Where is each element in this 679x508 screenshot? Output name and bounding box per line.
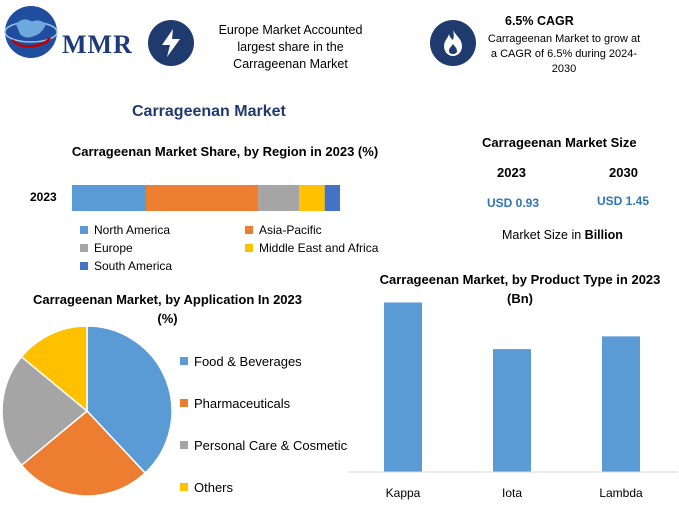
market-size-title: Carrageenan Market Size (482, 135, 637, 150)
europe-share-text: Europe Market Accounted largest share in… (218, 23, 363, 71)
legend-swatch (180, 399, 188, 407)
legend-item-others: Others (180, 466, 370, 508)
legend-swatch (180, 441, 188, 449)
globe-icon (4, 6, 58, 58)
product-chart-title: Carrageenan Market, by Product Type in 2… (379, 272, 661, 306)
legend-item-europe: Europe (80, 239, 245, 257)
region-bar-europe (258, 185, 300, 211)
legend-swatch (80, 244, 88, 252)
region-bar-north-america (72, 185, 147, 211)
legend-item-food-beverages: Food & Beverages (180, 340, 370, 382)
legend-item-pharmaceuticals: Pharmaceuticals (180, 382, 370, 424)
product-bar-kappa (384, 302, 422, 472)
region-bar-middle-east-and-africa (299, 185, 325, 211)
region-stacked-bar-chart (72, 185, 340, 211)
region-bar-south-america (324, 185, 340, 211)
market-size-year-2030: 2030 (609, 165, 638, 180)
legend-swatch (245, 226, 253, 234)
legend-label: Food & Beverages (194, 353, 302, 369)
legend-swatch (180, 357, 188, 365)
market-size-note-prefix: Market Size in (502, 228, 585, 242)
region-bar-asia-pacific (146, 185, 259, 211)
pie-slice-others (20, 325, 88, 413)
legend-label: South America (94, 259, 173, 273)
product-bar-iota (493, 349, 531, 472)
legend-label: North America (94, 223, 171, 237)
flame-icon (430, 20, 476, 66)
product-axis-label-kappa: Kappa (386, 486, 421, 500)
product-axis-label-iota: Iota (502, 486, 522, 500)
product-axis-label-lambda: Lambda (599, 486, 643, 500)
logo: MMR (2, 4, 132, 60)
market-size-value-2030: USD 1.45 (597, 194, 650, 208)
cagr-text: Carrageenan Market to grow at a CAGR of … (487, 33, 641, 75)
application-pie-chart (1, 325, 173, 497)
legend-item-south-america: South America (80, 257, 245, 275)
application-legend: Food & Beverages Pharmaceuticals Personal … (180, 340, 370, 508)
legend-swatch (245, 244, 253, 252)
legend-label: Others (194, 479, 234, 495)
logo-text: MMR (62, 30, 133, 59)
legend-swatch (80, 262, 88, 270)
legend-swatch (180, 483, 188, 491)
pie-slice-pharmaceuticals (20, 409, 147, 497)
lightning-icon (148, 20, 194, 66)
legend-swatch (80, 226, 88, 234)
market-size-value-2023: USD 0.93 (487, 196, 540, 210)
market-size-note-unit: Billion (584, 228, 623, 242)
legend-item-personal-care-cosmetics: Personal Care & Cosmetics (180, 424, 370, 466)
application-chart-title: Carrageenan Market, by Application In 20… (33, 292, 302, 326)
page-title: Carrageenan Market (132, 103, 286, 120)
pie-slice-food-beverages (86, 325, 173, 475)
legend-item-asia-pacific: Asia-Pacific (245, 221, 410, 239)
legend-item-middle-east-and-africa: Middle East and Africa (245, 239, 410, 257)
market-size-note: Market Size in Billion (502, 228, 623, 242)
region-bar-category: 2023 (30, 190, 57, 204)
product-bar-lambda (602, 336, 640, 472)
product-type-column-chart: Kappa Iota Lambda (348, 302, 678, 500)
legend-item-north-america: North America (80, 221, 245, 239)
legend-label: Personal Care & Cosmetics (194, 437, 354, 453)
pie-slice-personal-care-cosmetics (1, 355, 89, 467)
legend-label: Pharmaceuticals (194, 395, 291, 411)
legend-label: Europe (94, 241, 133, 255)
legend-label: Asia-Pacific (259, 223, 322, 237)
market-size-year-2023: 2023 (497, 165, 526, 180)
cagr-title: 6.5% CAGR (505, 14, 574, 28)
legend-label: Middle East and Africa (259, 241, 379, 255)
region-legend: North America Asia-Pacific Europe Middle Ea… (80, 221, 410, 275)
region-chart-title: Carrageenan Market Share, by Region in 2… (71, 144, 379, 159)
